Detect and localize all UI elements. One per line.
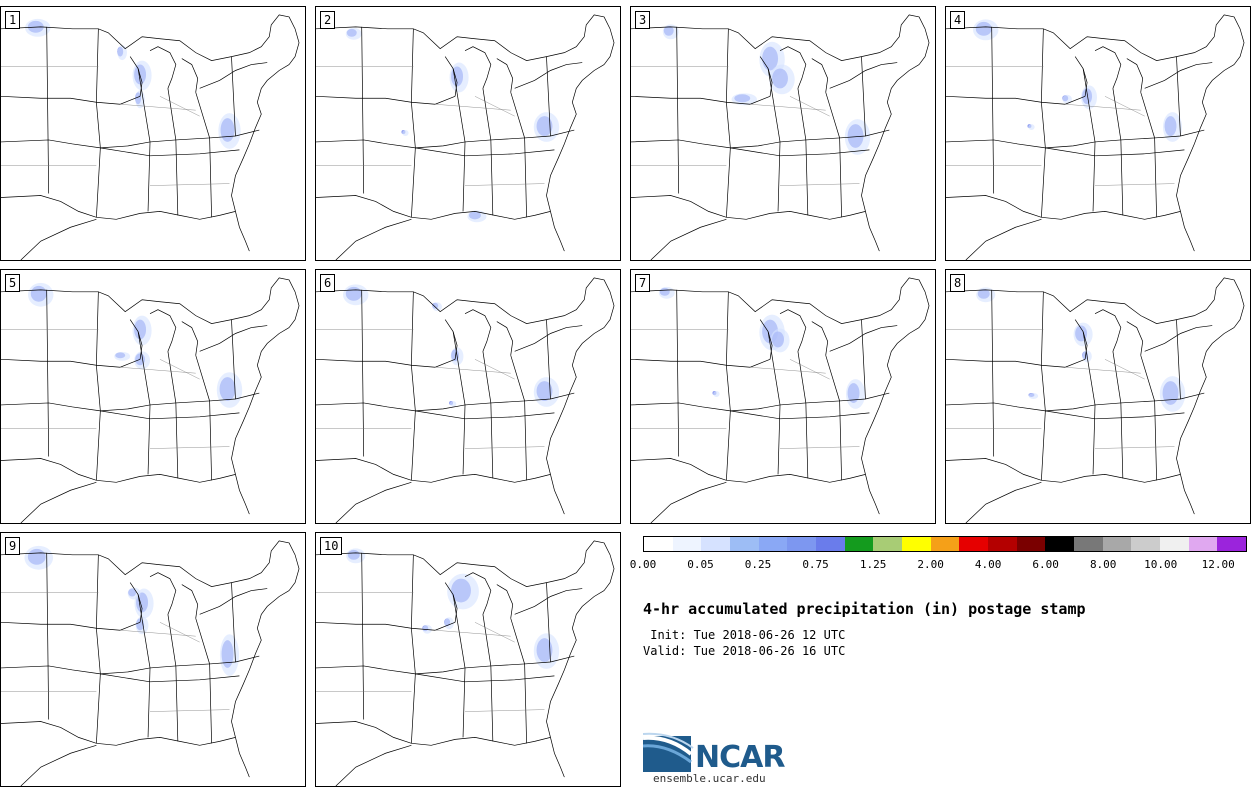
colorbar-segment-4 xyxy=(758,537,788,551)
colorbar-tick-label: 0.05 xyxy=(687,558,714,571)
member-label: 5 xyxy=(5,274,21,292)
precip-map xyxy=(1,540,300,786)
member-label: 2 xyxy=(320,11,336,29)
colorbar-segment-10 xyxy=(930,537,960,551)
colorbar-segment-5 xyxy=(787,537,817,551)
precip-map xyxy=(316,540,615,786)
colorbar-tick-label: 0.25 xyxy=(744,558,772,571)
member-label: 4 xyxy=(950,11,966,29)
ncar-wordmark: NCAR xyxy=(695,740,785,775)
colorbar-segment-15 xyxy=(1074,537,1103,551)
colorbar-segment-14 xyxy=(1045,537,1075,551)
member-label: 10 xyxy=(320,537,343,555)
ensemble-url: ensemble.ucar.edu xyxy=(653,772,766,785)
ncar-logo: NCAR ensemble.ucar.edu xyxy=(643,732,803,786)
colorbar-tick-label: 4.00 xyxy=(974,558,1002,571)
precip-map xyxy=(631,14,930,260)
precip-map xyxy=(316,14,615,260)
ncar-swoosh-icon xyxy=(643,732,694,772)
member-label: 8 xyxy=(950,274,966,292)
precip-map xyxy=(1,14,300,260)
colorbar-tick-label: 2.00 xyxy=(917,558,944,571)
member-stamp-8: 8 xyxy=(945,269,1251,524)
init-time: Init: Tue 2018-06-26 12 UTC xyxy=(643,628,846,642)
colorbar-tick-label: 0.75 xyxy=(802,558,829,571)
colorbar-segment-8 xyxy=(873,537,903,551)
colorbar-segment-16 xyxy=(1102,537,1132,551)
member-stamp-3: 3 xyxy=(630,6,936,261)
figure-title: 4-hr accumulated precipitation (in) post… xyxy=(643,600,1086,618)
colorbar-segment-13 xyxy=(1016,537,1046,551)
member-label: 3 xyxy=(635,11,651,29)
member-stamp-2: 2 xyxy=(315,6,621,261)
colorbar-tick-label: 1.25 xyxy=(859,558,887,571)
colorbar-segment-9 xyxy=(902,537,931,551)
colorbar-segment-11 xyxy=(959,537,989,551)
colorbar-segment-19 xyxy=(1188,537,1218,551)
member-stamp-4: 4 xyxy=(945,6,1251,261)
colorbar-segment-20 xyxy=(1217,537,1247,551)
colorbar-tick-label: 0.00 xyxy=(629,558,657,571)
member-label: 1 xyxy=(5,11,21,29)
member-stamp-5: 5 xyxy=(0,269,306,524)
colorbar-tick-label: 10.00 xyxy=(1144,558,1178,571)
member-stamp-9: 9 xyxy=(0,532,306,787)
colorbar-segment-17 xyxy=(1131,537,1161,551)
member-stamp-7: 7 xyxy=(630,269,936,524)
colorbar-segment-2 xyxy=(701,537,731,551)
colorbar-segment-1 xyxy=(672,537,702,551)
member-label: 9 xyxy=(5,537,21,555)
colorbar-tick-label: 6.00 xyxy=(1032,558,1059,571)
colorbar-tick-label: 12.00 xyxy=(1201,558,1235,571)
colorbar-segment-3 xyxy=(730,537,759,551)
member-label: 6 xyxy=(320,274,336,292)
colorbar xyxy=(643,536,1247,552)
precip-map xyxy=(946,277,1245,523)
colorbar-segment-7 xyxy=(844,537,874,551)
colorbar-segment-0 xyxy=(644,537,673,551)
precip-map xyxy=(316,277,615,523)
precip-map xyxy=(946,14,1245,260)
member-label: 7 xyxy=(635,274,651,292)
member-stamp-6: 6 xyxy=(315,269,621,524)
precip-map xyxy=(631,277,930,523)
member-stamp-1: 1 xyxy=(0,6,306,261)
colorbar-segment-12 xyxy=(988,537,1017,551)
valid-time: Valid: Tue 2018-06-26 16 UTC xyxy=(643,644,846,658)
colorbar-tick-label: 8.00 xyxy=(1089,558,1117,571)
colorbar-segment-18 xyxy=(1160,537,1189,551)
colorbar-segment-6 xyxy=(816,537,845,551)
member-stamp-10: 10 xyxy=(315,532,621,787)
precip-map xyxy=(1,277,300,523)
